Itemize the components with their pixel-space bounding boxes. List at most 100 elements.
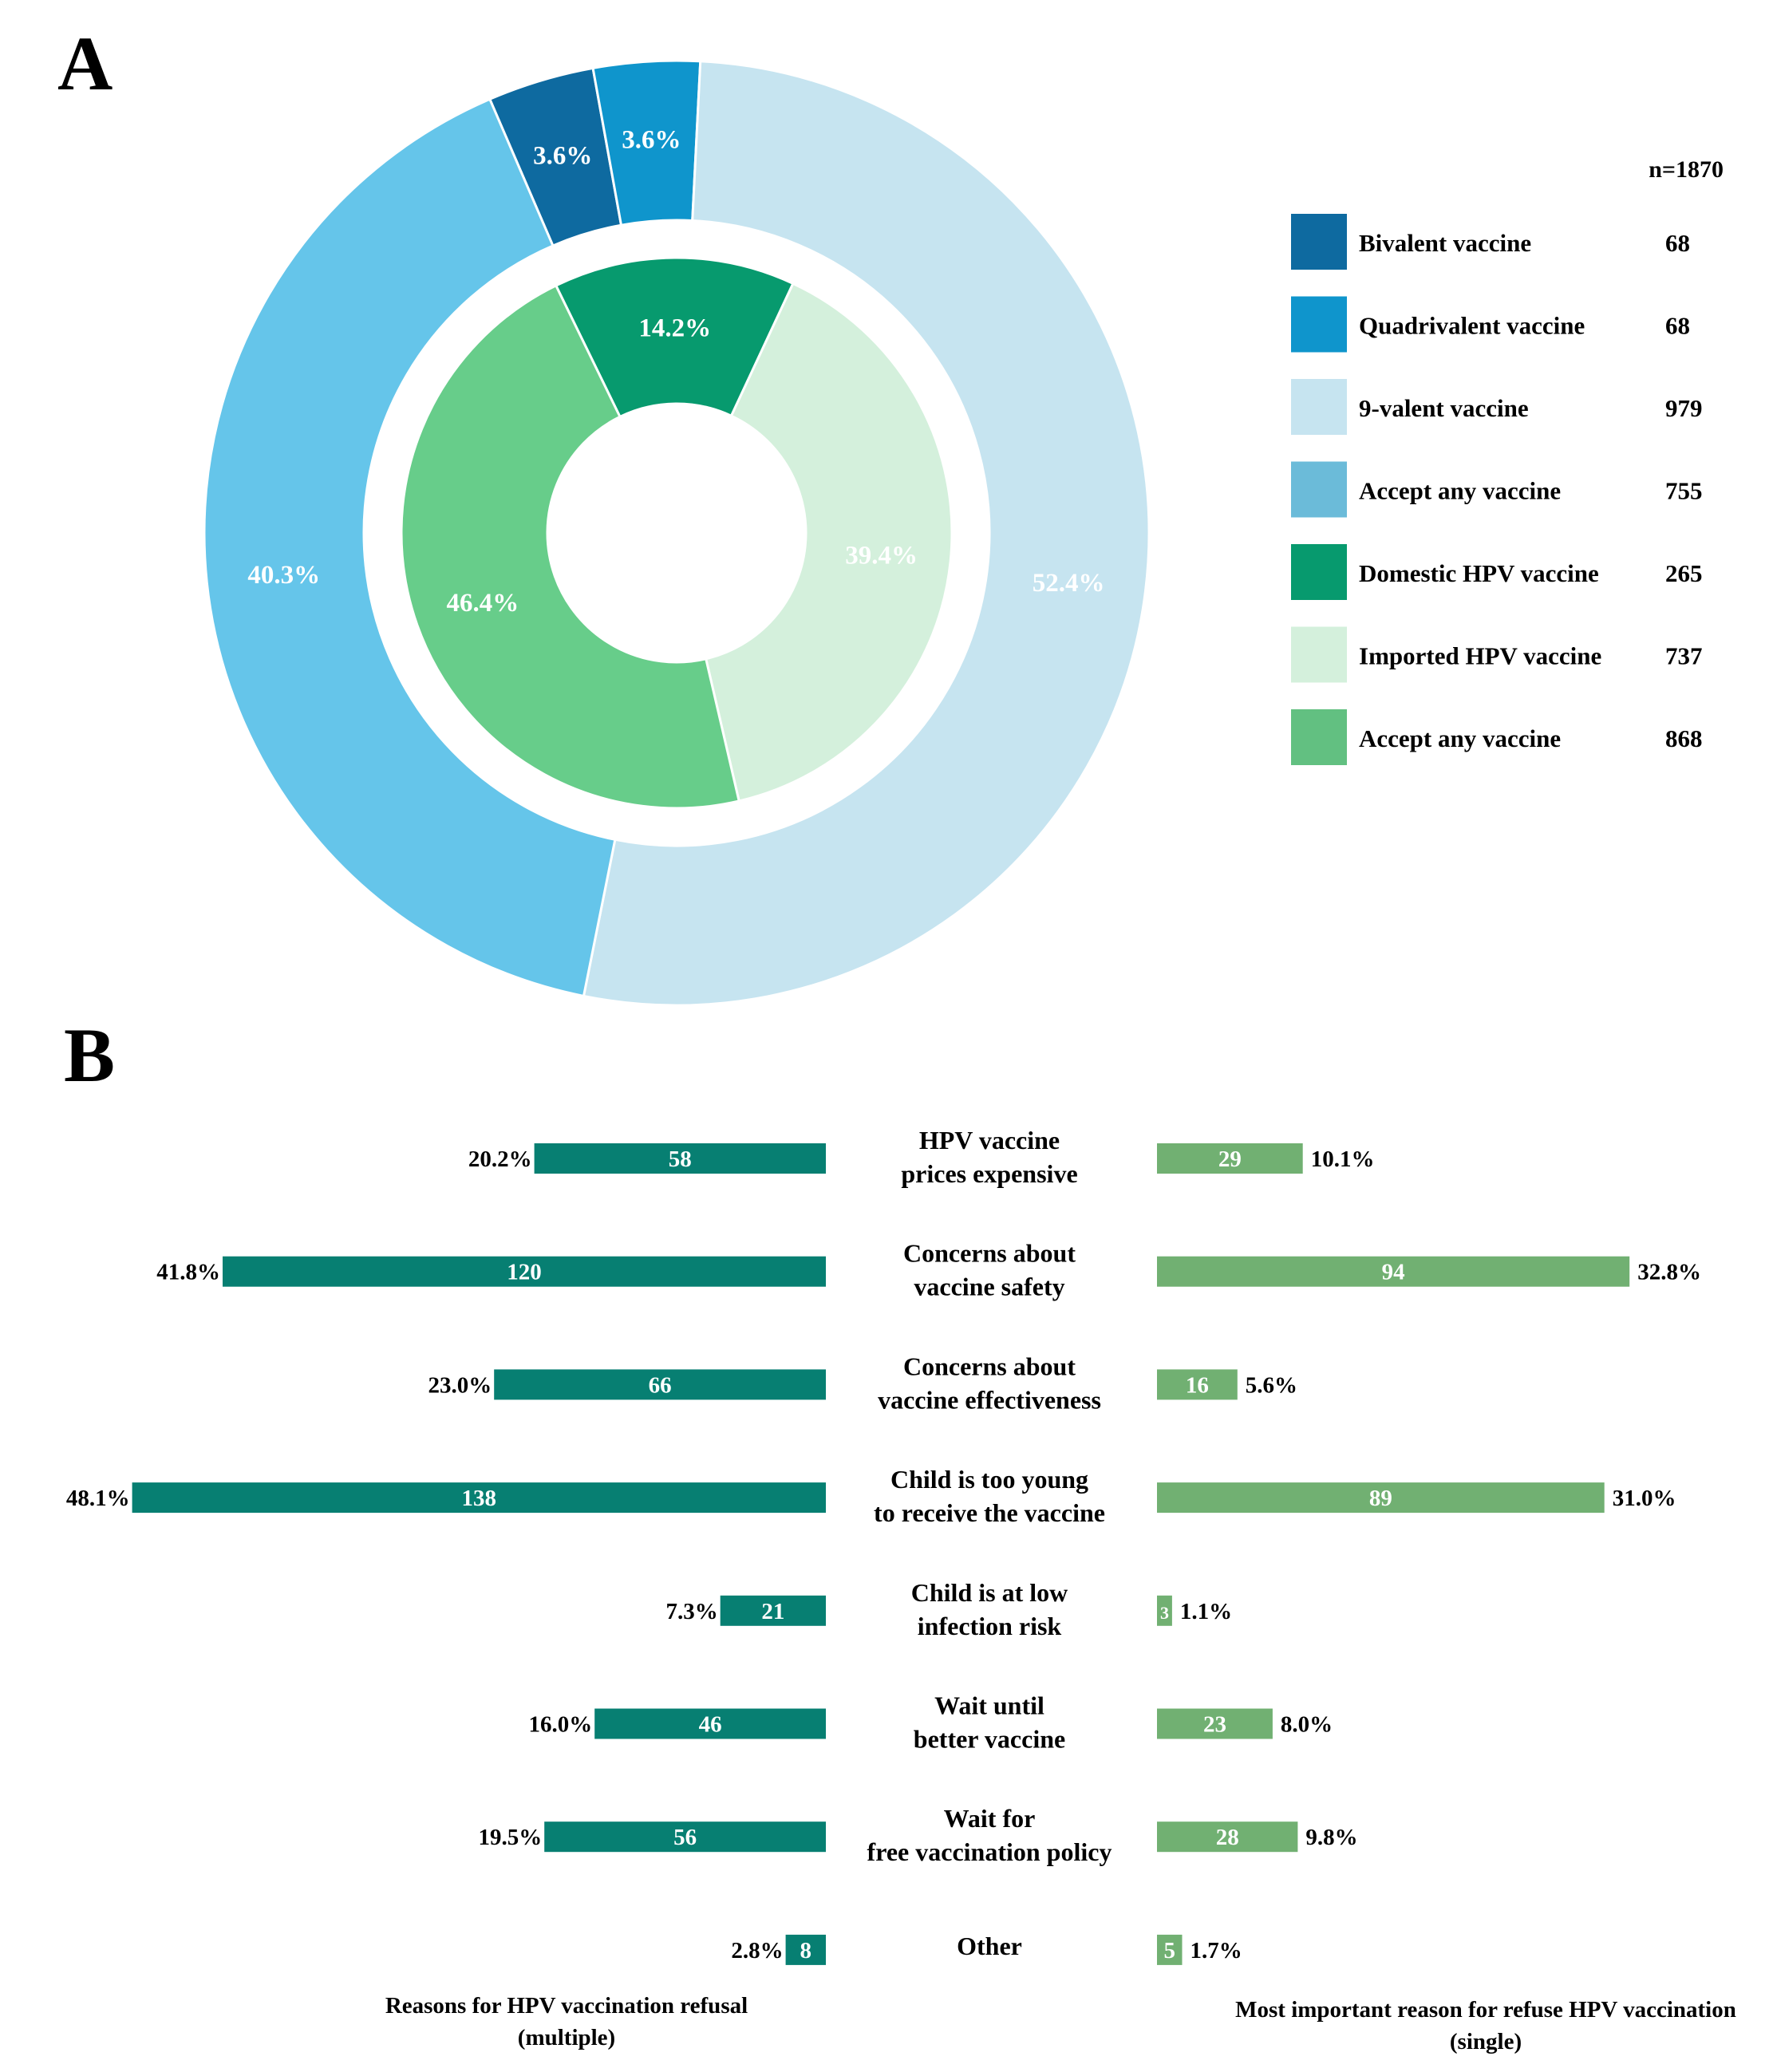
legend-label-imported-hpv-vaccine: Imported HPV vaccine <box>1359 642 1601 670</box>
category-label-concerns-about-vaccine-safety-line-2: vaccine safety <box>914 1273 1064 1301</box>
bar-multiple-percent-hpv-vaccine-prices-expensive: 20.2% <box>468 1147 532 1172</box>
axis-label-single-line-1: Most important reason for refuse HPV vac… <box>1235 1997 1736 2023</box>
bar-single-hpv-vaccine-prices-expensive <box>1157 1143 1303 1174</box>
bar-single-value-child-is-at-low-infection-risk: 3 <box>1160 1603 1169 1623</box>
bar-multiple-percent-child-is-at-low-infection-risk: 7.3% <box>665 1599 717 1624</box>
bar-single-percent-hpv-vaccine-prices-expensive: 10.1% <box>1311 1147 1375 1172</box>
bar-single-value-concerns-about-vaccine-safety: 94 <box>1382 1260 1405 1285</box>
bar-single-value-wait-until-better-vaccine: 23 <box>1203 1712 1226 1738</box>
legend-value-accept-any-vaccine: 755 <box>1665 477 1703 505</box>
legend-label-accept-any-vaccine: Accept any vaccine <box>1359 724 1561 752</box>
donut-inner-label-accept-any-vaccine: 46.4% <box>446 589 519 618</box>
category-label-wait-for-free-vaccination-policy-line-2: free vaccination policy <box>867 1837 1112 1866</box>
bar-single-value-child-is-too-young-to-receive-the-vaccine: 89 <box>1369 1486 1392 1511</box>
bar-multiple-value-child-is-too-young-to-receive-the-vaccine: 138 <box>462 1486 497 1511</box>
legend-value-9-valent-vaccine: 979 <box>1665 394 1703 422</box>
bar-multiple-value-wait-for-free-vaccination-policy: 56 <box>673 1825 697 1850</box>
bar-multiple-value-child-is-at-low-infection-risk: 21 <box>761 1599 784 1624</box>
bar-multiple-value-concerns-about-vaccine-safety: 120 <box>507 1260 542 1285</box>
bar-multiple-percent-other: 2.8% <box>731 1938 783 1963</box>
bar-single-value-hpv-vaccine-prices-expensive: 29 <box>1218 1147 1242 1172</box>
legend-label-9-valent-vaccine: 9-valent vaccine <box>1359 394 1529 422</box>
legend-value-bivalent-vaccine: 68 <box>1665 229 1690 257</box>
category-label-child-is-too-young-to-receive-the-vaccine-line-2: to receive the vaccine <box>874 1498 1105 1527</box>
donut-outer-label-quadrivalent-vaccine: 3.6% <box>622 126 681 155</box>
donut-outer-label-accept-any-vaccine: 40.3% <box>247 561 320 590</box>
bar-single-percent-other: 1.7% <box>1191 1938 1242 1963</box>
legend-swatch-domestic-hpv-vaccine <box>1291 544 1347 600</box>
donut-inner-slice-accept-any-vaccine <box>400 283 741 810</box>
legend-label-quadrivalent-vaccine: Quadrivalent vaccine <box>1359 312 1585 340</box>
category-label-hpv-vaccine-prices-expensive-line-1: HPV vaccine <box>919 1126 1060 1154</box>
bar-multiple-child-is-at-low-infection-risk <box>720 1595 826 1626</box>
donut-inner-slice-imported-hpv-vaccine <box>704 282 954 803</box>
axis-label-multiple-line-2: (multiple) <box>518 2025 615 2050</box>
donut-outer-label-bivalent-vaccine: 3.6% <box>533 142 592 171</box>
bar-multiple-concerns-about-vaccine-safety <box>223 1256 826 1287</box>
bar-multiple-value-hpv-vaccine-prices-expensive: 58 <box>669 1147 692 1172</box>
bar-single-percent-concerns-about-vaccine-effectiveness: 5.6% <box>1246 1372 1297 1398</box>
bar-single-percent-wait-until-better-vaccine: 8.0% <box>1281 1712 1333 1738</box>
legend-value-quadrivalent-vaccine: 68 <box>1665 312 1690 340</box>
legend-label-accept-any-vaccine: Accept any vaccine <box>1359 477 1561 505</box>
category-label-hpv-vaccine-prices-expensive-line-2: prices expensive <box>901 1159 1077 1188</box>
bar-multiple-value-wait-until-better-vaccine: 46 <box>699 1712 722 1738</box>
category-label-child-is-at-low-infection-risk-line-2: infection risk <box>918 1612 1062 1640</box>
bar-multiple-other <box>785 1934 826 1965</box>
legend-value-imported-hpv-vaccine: 737 <box>1665 642 1703 670</box>
legend-label-bivalent-vaccine: Bivalent vaccine <box>1359 229 1531 257</box>
donut-outer-label-9-valent-vaccine: 52.4% <box>1033 569 1105 598</box>
bar-single-percent-wait-for-free-vaccination-policy: 9.8% <box>1305 1825 1357 1850</box>
panel-a-label: A <box>57 21 113 106</box>
bar-multiple-wait-until-better-vaccine <box>594 1708 826 1739</box>
donut-legend: n=1870 Bivalent vaccine 68 Quadrivalent vac… <box>1291 156 1724 765</box>
bar-multiple-value-other: 8 <box>800 1938 812 1963</box>
bar-single-percent-child-is-at-low-infection-risk: 1.1% <box>1180 1599 1232 1624</box>
category-label-concerns-about-vaccine-effectiveness-line-2: vaccine effectiveness <box>878 1385 1101 1414</box>
axis-label-single-line-2: (single) <box>1450 2029 1522 2054</box>
bar-multiple-wait-for-free-vaccination-policy <box>544 1821 826 1853</box>
legend-swatch-quadrivalent-vaccine <box>1291 296 1347 353</box>
bar-multiple-percent-child-is-too-young-to-receive-the-vaccine: 48.1% <box>66 1486 130 1511</box>
legend-total: n=1870 <box>1649 156 1724 183</box>
bar-single-wait-for-free-vaccination-policy <box>1157 1821 1298 1853</box>
bar-multiple-concerns-about-vaccine-effectiveness <box>494 1369 826 1400</box>
bar-single-child-is-too-young-to-receive-the-vaccine <box>1157 1482 1605 1514</box>
donut-inner-slice-domestic-hpv-vaccine <box>554 256 795 419</box>
bar-multiple-percent-concerns-about-vaccine-effectiveness: 23.0% <box>428 1372 492 1398</box>
legend-swatch-imported-hpv-vaccine <box>1291 626 1347 683</box>
category-label-concerns-about-vaccine-effectiveness-line-1: Concerns about <box>903 1352 1076 1380</box>
donut-inner-label-domestic-hpv-vaccine: 14.2% <box>638 314 711 343</box>
bar-multiple-percent-concerns-about-vaccine-safety: 41.8% <box>156 1260 220 1285</box>
legend-value-domestic-hpv-vaccine: 265 <box>1665 559 1703 587</box>
bar-single-concerns-about-vaccine-safety <box>1157 1256 1630 1287</box>
bar-multiple-value-concerns-about-vaccine-effectiveness: 66 <box>649 1372 672 1398</box>
donut-outer-slice-9-valent-vaccine <box>582 60 1151 1007</box>
bar-single-value-other: 5 <box>1164 1938 1176 1963</box>
bar-single-concerns-about-vaccine-effectiveness <box>1157 1369 1238 1400</box>
bar-multiple-percent-wait-for-free-vaccination-policy: 19.5% <box>478 1825 542 1850</box>
legend-swatch-accept-any-vaccine <box>1291 461 1347 518</box>
category-label-wait-until-better-vaccine-line-2: better vaccine <box>914 1725 1065 1754</box>
bar-multiple-hpv-vaccine-prices-expensive <box>534 1143 826 1174</box>
donut-inner-label-imported-hpv-vaccine: 39.4% <box>845 541 918 570</box>
legend-value-accept-any-vaccine: 868 <box>1665 724 1703 752</box>
bar-single-child-is-at-low-infection-risk <box>1157 1595 1172 1626</box>
bar-multiple-child-is-too-young-to-receive-the-vaccine <box>132 1482 827 1514</box>
bar-single-value-concerns-about-vaccine-effectiveness: 16 <box>1186 1372 1209 1398</box>
bar-multiple-percent-wait-until-better-vaccine: 16.0% <box>528 1712 592 1738</box>
bar-single-value-wait-for-free-vaccination-policy: 28 <box>1216 1825 1239 1850</box>
bar-single-wait-until-better-vaccine <box>1157 1708 1273 1739</box>
axis-label-multiple-line-1: Reasons for HPV vaccination refusal <box>385 1993 748 2019</box>
donut-outer-slice-accept-any-vaccine <box>203 97 617 998</box>
bar-single-percent-child-is-too-young-to-receive-the-vaccine: 31.0% <box>1613 1486 1676 1511</box>
category-label-wait-until-better-vaccine-line-1: Wait until <box>934 1691 1044 1720</box>
category-label-wait-for-free-vaccination-policy-line-1: Wait for <box>944 1804 1036 1833</box>
legend-swatch-accept-any-vaccine <box>1291 709 1347 765</box>
legend-label-domestic-hpv-vaccine: Domestic HPV vaccine <box>1359 559 1599 587</box>
donut-chart: 3.6% 3.6% 52.4% 40.3% 14.2% 39.4% 46.4% <box>203 59 1151 1007</box>
category-label-child-is-at-low-infection-risk-line-1: Child is at low <box>911 1578 1068 1607</box>
category-label-concerns-about-vaccine-safety-line-1: Concerns about <box>903 1239 1076 1268</box>
legend-swatch-9-valent-vaccine <box>1291 379 1347 435</box>
